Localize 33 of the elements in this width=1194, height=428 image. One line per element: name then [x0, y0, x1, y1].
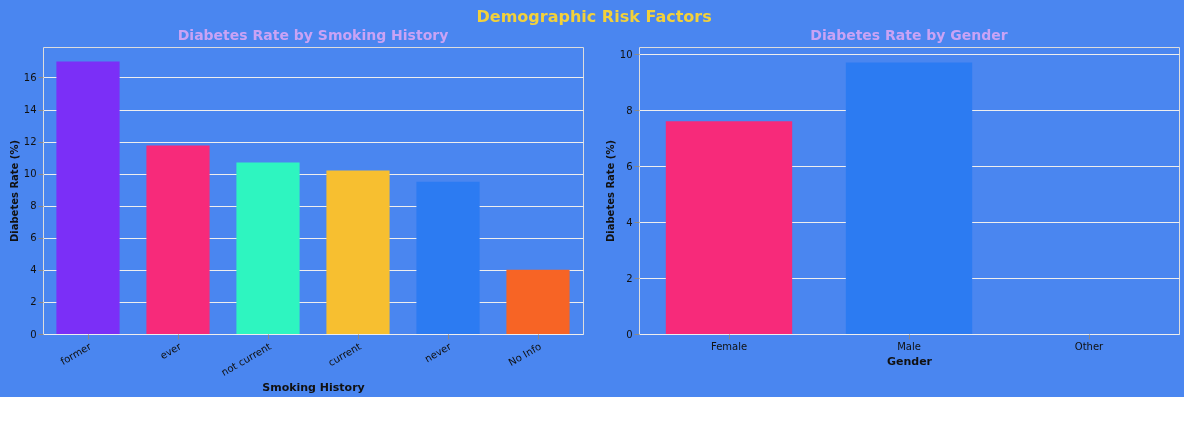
bar [56, 61, 120, 334]
x-tick-label: No Info [506, 340, 543, 369]
x-tick-label: Other [1074, 340, 1105, 352]
x-axis-title: Gender [886, 354, 933, 368]
y-tick-label: 4 [30, 264, 37, 276]
bar [236, 162, 300, 334]
bar [146, 145, 210, 334]
y-tick-label: 0 [626, 328, 633, 340]
y-tick-label: 10 [619, 48, 633, 60]
bar [506, 269, 570, 334]
y-tick-label: 4 [626, 216, 633, 228]
y-tick-label: 2 [30, 296, 37, 308]
bar [326, 170, 390, 334]
y-tick-label: 12 [23, 136, 37, 148]
y-tick-label: 6 [626, 160, 633, 172]
y-tick-label: 2 [626, 272, 633, 284]
x-tick-label: Male [897, 340, 921, 352]
bar [416, 181, 480, 334]
x-axis-title: Smoking History [262, 380, 365, 394]
chart-title: Diabetes Rate by Smoking History [177, 27, 449, 43]
x-tick-label: ever [158, 340, 184, 362]
y-tick-label: 0 [30, 328, 37, 340]
y-axis-title: Diabetes Rate (%) [604, 139, 616, 243]
y-tick-label: 6 [30, 232, 37, 244]
text: Demographic Risk Factors [476, 6, 712, 26]
y-tick-label: 16 [23, 71, 37, 83]
y-axis-title: Diabetes Rate (%) [8, 139, 20, 243]
y-tick-label: 10 [23, 168, 37, 180]
x-tick-label: Female [710, 340, 748, 352]
chart-title: Diabetes Rate by Gender [810, 27, 1008, 43]
y-tick-label: 14 [23, 104, 37, 116]
y-tick-label: 8 [30, 200, 37, 212]
y-tick-label: 8 [626, 104, 633, 116]
